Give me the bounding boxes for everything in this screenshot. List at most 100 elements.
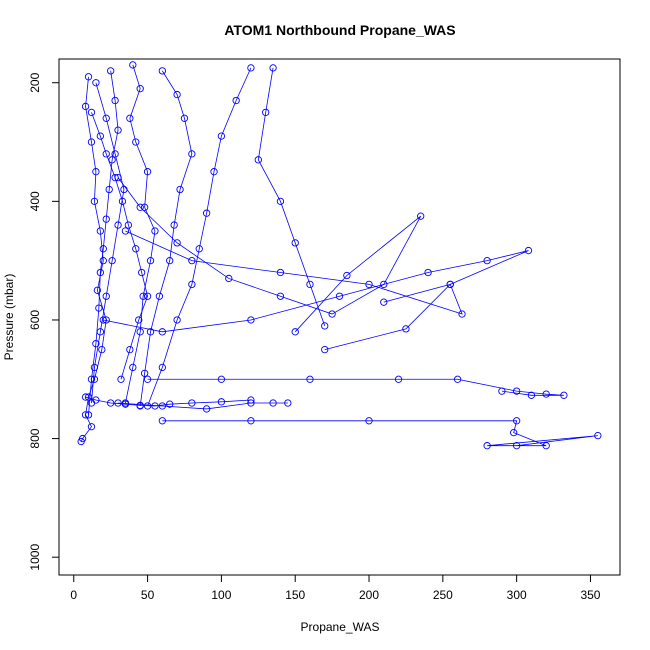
data-point bbox=[77, 437, 85, 446]
data-point bbox=[155, 292, 164, 300]
data-point bbox=[99, 257, 107, 265]
data-point bbox=[98, 345, 106, 354]
data-point bbox=[87, 423, 96, 431]
series-line-7 bbox=[103, 250, 529, 333]
y-tick-label: 600 bbox=[28, 310, 42, 330]
data-point bbox=[458, 310, 466, 318]
data-point bbox=[542, 442, 550, 450]
data-point bbox=[380, 298, 388, 306]
data-point bbox=[84, 73, 93, 81]
data-point bbox=[188, 399, 196, 407]
data-point bbox=[365, 417, 373, 425]
y-tick-label: 200 bbox=[28, 72, 42, 92]
data-point bbox=[139, 292, 147, 300]
data-point bbox=[126, 345, 134, 354]
data-point bbox=[126, 114, 134, 122]
data-point bbox=[138, 268, 146, 277]
data-point bbox=[510, 429, 518, 437]
data-point bbox=[102, 292, 110, 300]
data-point bbox=[108, 257, 116, 265]
data-point bbox=[527, 391, 536, 399]
chart-title: ATOM1 Northbound Propane_WAS bbox=[224, 22, 455, 38]
data-point bbox=[424, 268, 432, 277]
data-point bbox=[166, 257, 174, 265]
data-point bbox=[111, 150, 119, 158]
data-point bbox=[158, 402, 166, 410]
data-point bbox=[247, 316, 255, 324]
data-point bbox=[173, 316, 181, 324]
series-line-0 bbox=[80, 76, 107, 442]
data-point bbox=[107, 399, 115, 407]
data-point bbox=[102, 215, 110, 223]
x-tick-label: 50 bbox=[141, 588, 155, 602]
data-point bbox=[114, 126, 122, 134]
x-tick-label: 250 bbox=[433, 588, 453, 602]
data-point bbox=[99, 245, 107, 253]
data-point bbox=[176, 185, 184, 194]
x-tick-label: 300 bbox=[507, 588, 527, 602]
data-point bbox=[87, 375, 96, 383]
data-point bbox=[188, 150, 196, 158]
x-tick-label: 200 bbox=[359, 588, 379, 602]
data-point bbox=[92, 340, 100, 348]
data-point bbox=[321, 345, 329, 354]
x-tick-label: 0 bbox=[70, 588, 77, 602]
data-point bbox=[81, 393, 90, 401]
data-point bbox=[247, 399, 255, 407]
data-point bbox=[247, 417, 255, 425]
data-point bbox=[136, 401, 144, 410]
data-point bbox=[87, 399, 96, 407]
data-point bbox=[247, 396, 255, 404]
data-point bbox=[217, 398, 226, 406]
data-point bbox=[202, 405, 211, 413]
data-point bbox=[151, 227, 159, 235]
data-point bbox=[269, 399, 277, 407]
series-line-10 bbox=[162, 420, 598, 447]
data-point bbox=[225, 274, 233, 283]
data-point bbox=[99, 316, 107, 324]
data-point bbox=[81, 102, 90, 111]
data-point bbox=[594, 431, 602, 440]
data-point bbox=[483, 257, 491, 265]
data-point bbox=[158, 363, 166, 372]
data-point bbox=[132, 245, 140, 253]
data-point bbox=[446, 280, 454, 289]
data-point bbox=[262, 108, 270, 117]
data-point bbox=[102, 114, 110, 122]
x-tick-label: 150 bbox=[285, 588, 305, 602]
x-axis-label: Propane_WAS bbox=[301, 620, 380, 634]
data-point bbox=[217, 132, 226, 140]
data-point bbox=[291, 328, 299, 336]
data-point bbox=[524, 246, 533, 255]
data-point bbox=[129, 61, 137, 69]
data-point bbox=[402, 325, 410, 333]
data-point bbox=[136, 85, 144, 93]
data-point bbox=[513, 417, 521, 425]
data-point bbox=[291, 239, 299, 247]
series-line-9 bbox=[147, 378, 564, 396]
data-point bbox=[129, 363, 137, 372]
data-point bbox=[513, 387, 521, 395]
data-point bbox=[380, 280, 388, 289]
data-point bbox=[107, 67, 115, 75]
data-point bbox=[136, 328, 144, 336]
data-point bbox=[135, 316, 143, 324]
data-point bbox=[188, 257, 196, 265]
data-point bbox=[335, 292, 344, 300]
data-point bbox=[92, 168, 100, 176]
x-tick-label: 100 bbox=[211, 588, 231, 602]
data-point bbox=[90, 363, 99, 372]
data-point bbox=[284, 399, 292, 407]
data-point bbox=[121, 400, 130, 408]
data-point bbox=[114, 221, 122, 229]
data-point bbox=[232, 96, 240, 105]
y-tick-label: 1000 bbox=[28, 544, 42, 571]
data-point bbox=[158, 328, 166, 336]
data-point bbox=[132, 138, 140, 146]
data-point bbox=[158, 417, 166, 425]
data-point bbox=[95, 304, 103, 312]
data-point bbox=[394, 375, 403, 383]
data-point bbox=[343, 271, 351, 280]
data-point bbox=[166, 400, 174, 408]
